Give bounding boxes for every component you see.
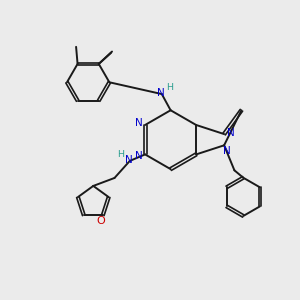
Text: N: N <box>135 118 142 128</box>
Text: N: N <box>157 88 165 98</box>
Text: N: N <box>223 146 231 156</box>
Text: O: O <box>96 215 105 226</box>
Text: H: H <box>167 83 173 92</box>
Text: N: N <box>135 151 142 161</box>
Text: N: N <box>125 155 133 165</box>
Text: H: H <box>117 150 124 159</box>
Text: N: N <box>227 128 235 138</box>
